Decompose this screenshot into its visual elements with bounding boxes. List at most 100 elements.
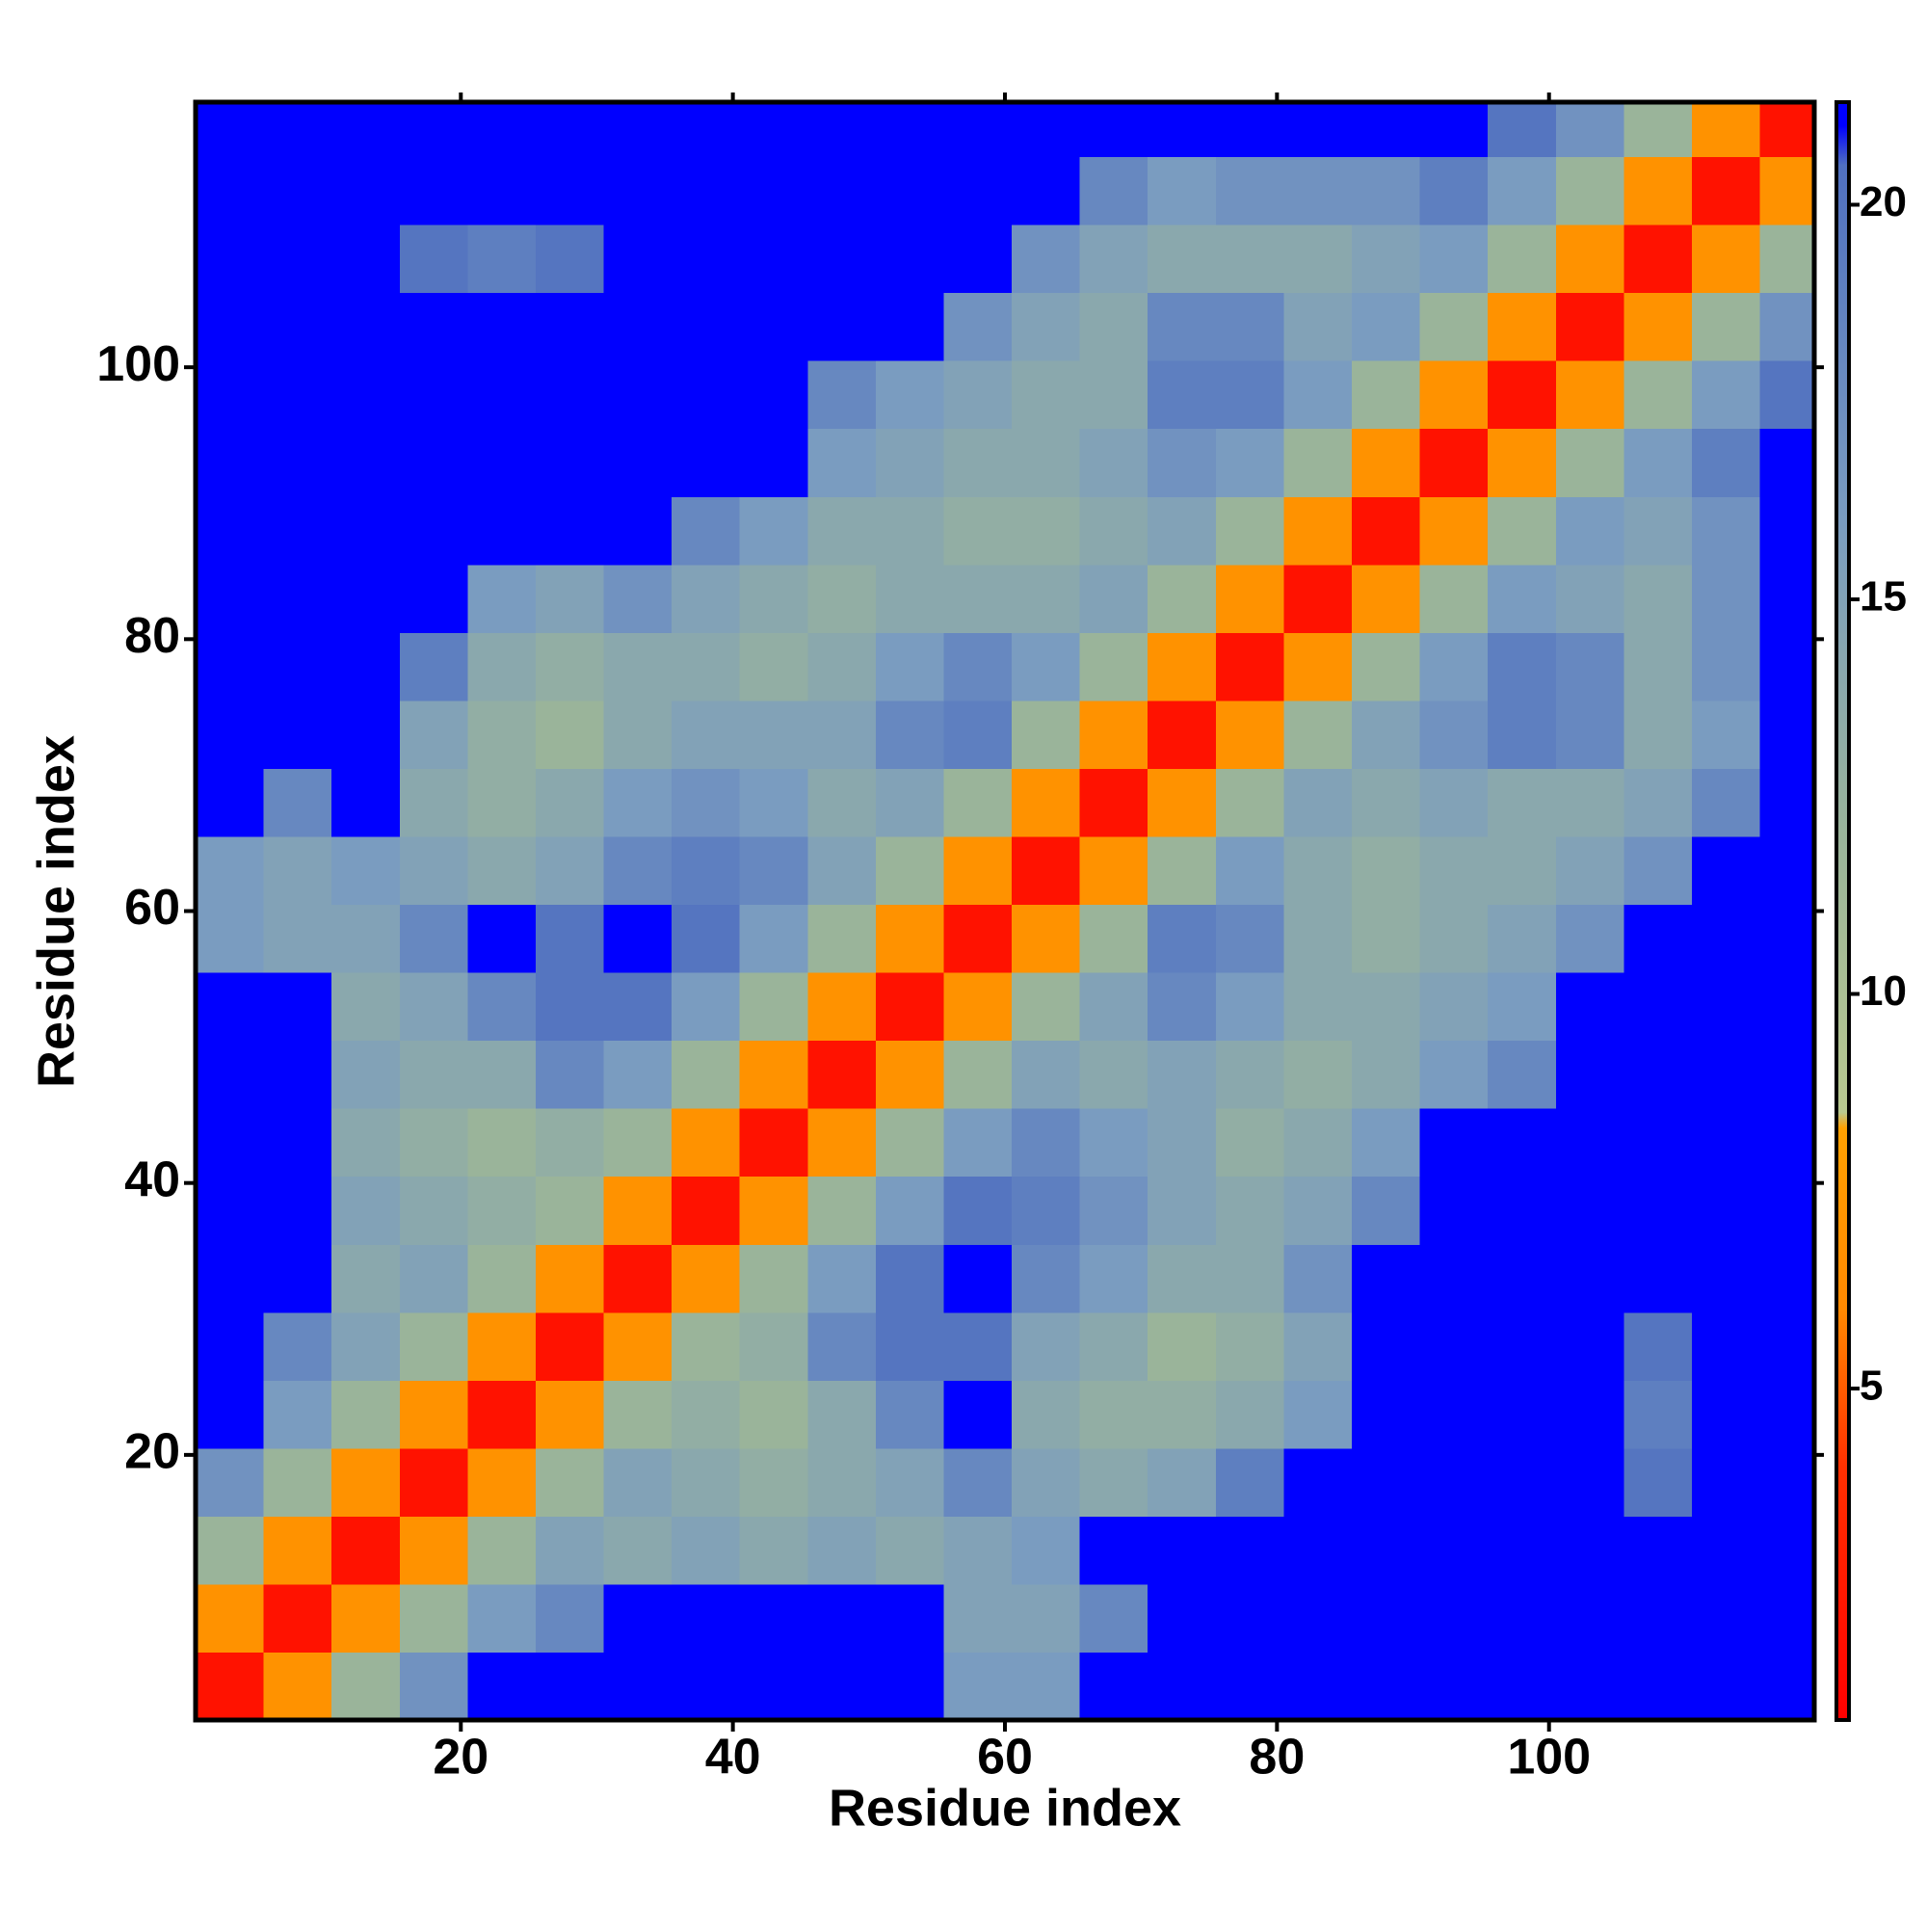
heatmap-cell xyxy=(1012,1380,1081,1449)
heatmap-cell xyxy=(1419,700,1489,769)
heatmap-cell xyxy=(399,224,468,294)
heatmap-cell xyxy=(943,904,1013,973)
heatmap-cell xyxy=(943,564,1013,633)
heatmap-cell xyxy=(535,971,605,1042)
heatmap-cell xyxy=(1555,835,1624,906)
heatmap-cell xyxy=(807,904,877,973)
heatmap-cell xyxy=(1555,564,1624,633)
heatmap-cell xyxy=(1148,700,1217,769)
heatmap-cell xyxy=(196,1108,265,1178)
heatmap-cell xyxy=(875,1040,945,1109)
heatmap-cell xyxy=(807,971,877,1042)
heatmap-cell xyxy=(535,1244,605,1313)
heatmap-cell xyxy=(875,1380,945,1449)
heatmap-cell xyxy=(467,496,537,566)
heatmap-cell xyxy=(263,1108,332,1178)
heatmap-cell xyxy=(1079,700,1148,769)
heatmap-cell xyxy=(875,292,945,361)
heatmap-cell xyxy=(1012,360,1081,430)
heatmap-cell xyxy=(1283,1040,1353,1109)
heatmap-cell xyxy=(603,904,673,973)
x-tick-label: 60 xyxy=(977,1730,1033,1786)
heatmap-cell xyxy=(1488,1447,1557,1517)
heatmap-cell xyxy=(263,1583,332,1654)
colorbar-tick-label: 15 xyxy=(1860,573,1907,621)
heatmap-cell xyxy=(399,904,468,973)
heatmap-cell xyxy=(875,971,945,1042)
heatmap-cell xyxy=(875,1108,945,1178)
heatmap-cell xyxy=(1555,1380,1624,1449)
heatmap-cell xyxy=(875,564,945,633)
heatmap-cell xyxy=(739,632,808,701)
heatmap-cell xyxy=(672,835,741,906)
heatmap-cell xyxy=(1759,632,1814,701)
heatmap-cell xyxy=(1012,428,1081,497)
heatmap-cell xyxy=(943,1583,1013,1654)
heatmap-cell xyxy=(467,360,537,430)
heatmap-cell xyxy=(1759,292,1814,361)
heatmap-cell xyxy=(1215,904,1285,973)
heatmap-cell xyxy=(535,632,605,701)
heatmap-cell xyxy=(1623,1380,1693,1449)
heatmap-cell xyxy=(1488,496,1557,566)
heatmap-cell xyxy=(467,292,537,361)
heatmap-cell xyxy=(399,564,468,633)
heatmap-cell xyxy=(1759,224,1814,294)
heatmap-cell xyxy=(603,1040,673,1109)
heatmap-cell xyxy=(1555,632,1624,701)
heatmap-cell xyxy=(1759,360,1814,430)
heatmap-cell xyxy=(535,224,605,294)
heatmap-cell xyxy=(331,1311,401,1381)
heatmap-cell xyxy=(672,1244,741,1313)
heatmap-cell xyxy=(1555,768,1624,837)
heatmap-cell xyxy=(1079,224,1148,294)
heatmap-cell xyxy=(1759,1447,1814,1517)
heatmap-cell xyxy=(739,496,808,566)
heatmap-cell xyxy=(263,632,332,701)
heatmap-cell xyxy=(1488,292,1557,361)
heatmap-cell xyxy=(943,768,1013,837)
heatmap-cell xyxy=(875,1447,945,1517)
heatmap-cell xyxy=(1691,1244,1761,1313)
heatmap-cell xyxy=(672,224,741,294)
heatmap-cell xyxy=(603,971,673,1042)
heatmap-cell xyxy=(1488,1516,1557,1585)
heatmap-cell xyxy=(1623,904,1693,973)
heatmap-cell xyxy=(875,835,945,906)
heatmap-cell xyxy=(1148,1176,1217,1245)
y-tick-label: 20 xyxy=(124,1424,180,1480)
heatmap-cell xyxy=(1759,700,1814,769)
heatmap-cell xyxy=(739,360,808,430)
heatmap-cell xyxy=(263,700,332,769)
heatmap-cell xyxy=(1148,1516,1217,1585)
y-tick-label: 100 xyxy=(96,336,180,392)
heatmap-cell xyxy=(535,1380,605,1449)
heatmap-cell xyxy=(603,835,673,906)
colorbar xyxy=(1835,100,1851,1722)
heatmap-cell xyxy=(1012,1108,1081,1178)
heatmap-cell xyxy=(1283,1176,1353,1245)
heatmap-cell xyxy=(739,564,808,633)
heatmap-cell xyxy=(1079,102,1148,158)
heatmap-cell xyxy=(1012,224,1081,294)
heatmap-cell xyxy=(331,971,401,1042)
heatmap-cell xyxy=(1419,1380,1489,1449)
heatmap-cell xyxy=(739,292,808,361)
heatmap-cell xyxy=(1759,102,1814,158)
heatmap-cell xyxy=(1012,700,1081,769)
heatmap-cell xyxy=(399,700,468,769)
heatmap-cell xyxy=(196,1447,265,1517)
heatmap-cell xyxy=(467,224,537,294)
heatmap-cell xyxy=(1012,835,1081,906)
heatmap-cell xyxy=(1555,1652,1624,1720)
heatmap-cell xyxy=(807,1176,877,1245)
heatmap-cell xyxy=(943,1176,1013,1245)
heatmap-cell xyxy=(1759,904,1814,973)
heatmap-cell xyxy=(1215,1176,1285,1245)
heatmap-cell xyxy=(943,496,1013,566)
heatmap-cell xyxy=(1623,224,1693,294)
heatmap-cell xyxy=(603,360,673,430)
x-tick-label: 20 xyxy=(433,1730,488,1786)
heatmap-cell xyxy=(1079,156,1148,225)
heatmap-cell xyxy=(1012,1447,1081,1517)
